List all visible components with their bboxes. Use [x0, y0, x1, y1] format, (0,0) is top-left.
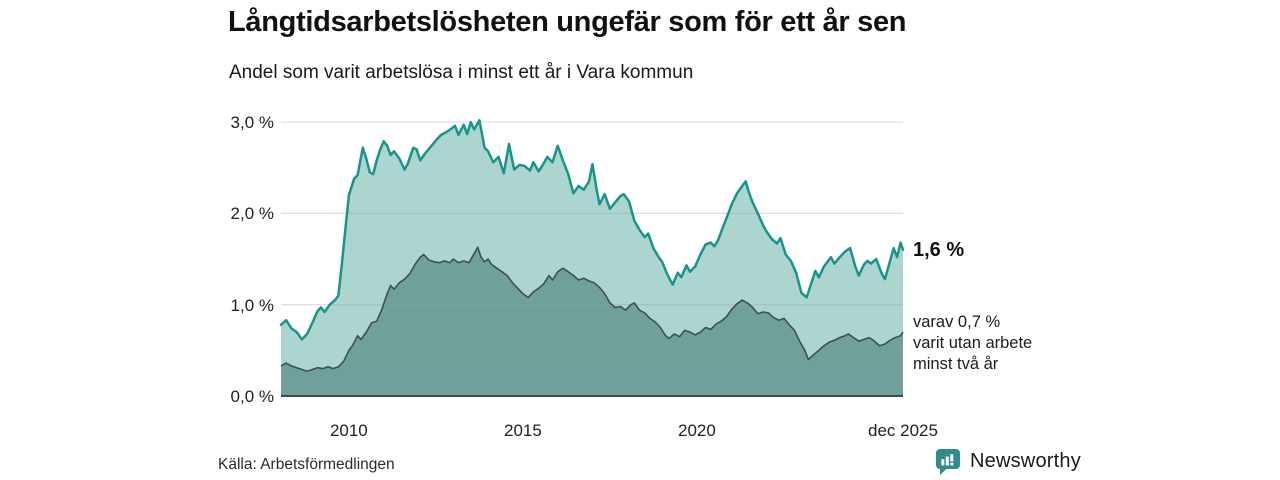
x-tick-label-2020: 2020	[678, 421, 716, 440]
x-tick-label-2010: 2010	[329, 421, 368, 440]
newsworthy-logo: Newsworthy	[934, 447, 1081, 476]
area-fill-2yr	[281, 247, 903, 396]
x-tick-label-2015: 2015	[503, 421, 542, 440]
source-note: Källa: Arbetsförmedlingen	[218, 456, 395, 473]
line-1yr	[279, 119, 905, 341]
y-tick-label-3: 3,0 %	[230, 113, 274, 133]
chart-subtitle: Andel som varit arbetslösa i minst ett å…	[229, 62, 694, 83]
newsworthy-wordmark: Newsworthy	[970, 450, 1081, 472]
annotation-line-2: varit utan arbete	[913, 334, 1033, 353]
y-tick-label-1: 1,0 %	[230, 295, 274, 315]
y-tick-label-2: 2,0 %	[230, 204, 274, 224]
newsworthy-icon	[936, 449, 960, 475]
annotation-line-3: minst två år	[913, 355, 999, 374]
chart-title: Långtidsarbetslösheten ungefär som för e…	[228, 6, 907, 38]
series2-annotation: varav 0,7 % varit utan arbete minst två …	[913, 312, 1032, 375]
y-tick-label-0: 0,0 %	[230, 387, 274, 406]
area-chart	[279, 119, 905, 397]
line-2yr	[280, 246, 904, 373]
annotation-line-1: varav 0,7 %	[913, 313, 1001, 332]
x-tick-label-dec-2025: dec 2025	[868, 421, 938, 440]
series1-end-value-label: 1,6 %	[913, 238, 965, 261]
